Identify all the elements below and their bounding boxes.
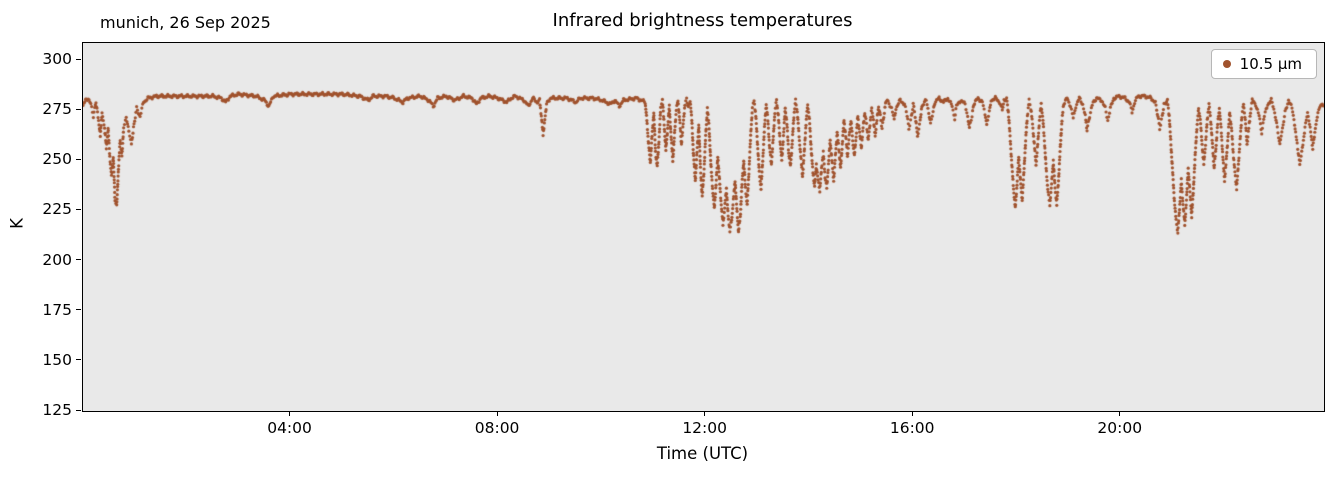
y-tick-label: 200 <box>42 250 72 269</box>
x-axis-label: Time (UTC) <box>656 444 749 463</box>
x-tick-label: 16:00 <box>889 419 935 437</box>
x-tick-label: 08:00 <box>474 419 520 437</box>
y-tick-label: 150 <box>42 350 72 369</box>
legend: 10.5 µm <box>1210 49 1317 79</box>
y-tick-mark <box>76 259 81 261</box>
y-axis-label: K <box>7 218 27 229</box>
plot-area: 10.5 µm <box>82 42 1325 412</box>
x-tick-label: 12:00 <box>682 419 727 437</box>
y-tick-mark <box>76 158 81 160</box>
y-tick-label: 300 <box>42 50 72 69</box>
y-tick-mark <box>76 108 81 110</box>
y-tick-label: 125 <box>42 401 72 419</box>
legend-marker-dot <box>1222 60 1231 68</box>
y-tick-mark <box>76 409 81 411</box>
legend-label: 10.5 µm <box>1239 55 1302 73</box>
y-tick-label: 175 <box>42 300 72 319</box>
y-tick-label: 250 <box>42 150 72 169</box>
y-tick-label: 225 <box>42 200 72 219</box>
plot-canvas <box>83 43 1324 411</box>
y-tick-label: 275 <box>42 100 72 119</box>
chart-subtitle-left: munich, 26 Sep 2025 <box>100 13 271 32</box>
chart-title: Infrared brightness temperatures <box>552 10 853 31</box>
y-tick-mark <box>76 309 81 311</box>
x-tick-label: 20:00 <box>1097 419 1143 437</box>
y-tick-mark <box>76 359 81 361</box>
x-tick-label: 04:00 <box>267 419 312 437</box>
y-tick-mark <box>76 208 81 210</box>
y-tick-mark <box>76 58 81 60</box>
